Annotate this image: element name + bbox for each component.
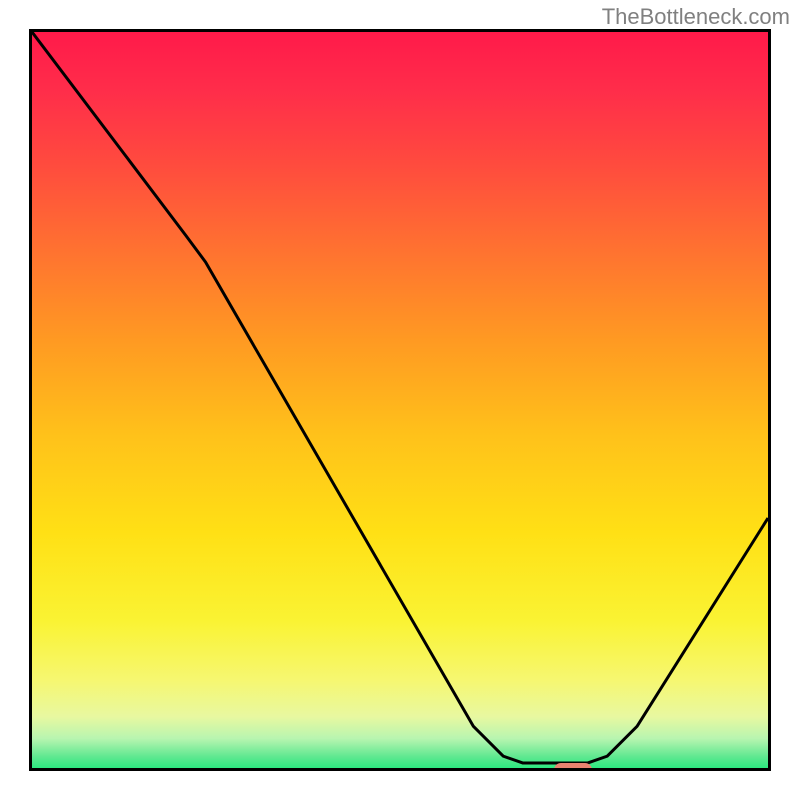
watermark-text: TheBottleneck.com (602, 4, 790, 30)
curve-line (32, 32, 768, 768)
chart-container (29, 29, 771, 771)
optimal-marker (554, 763, 592, 771)
